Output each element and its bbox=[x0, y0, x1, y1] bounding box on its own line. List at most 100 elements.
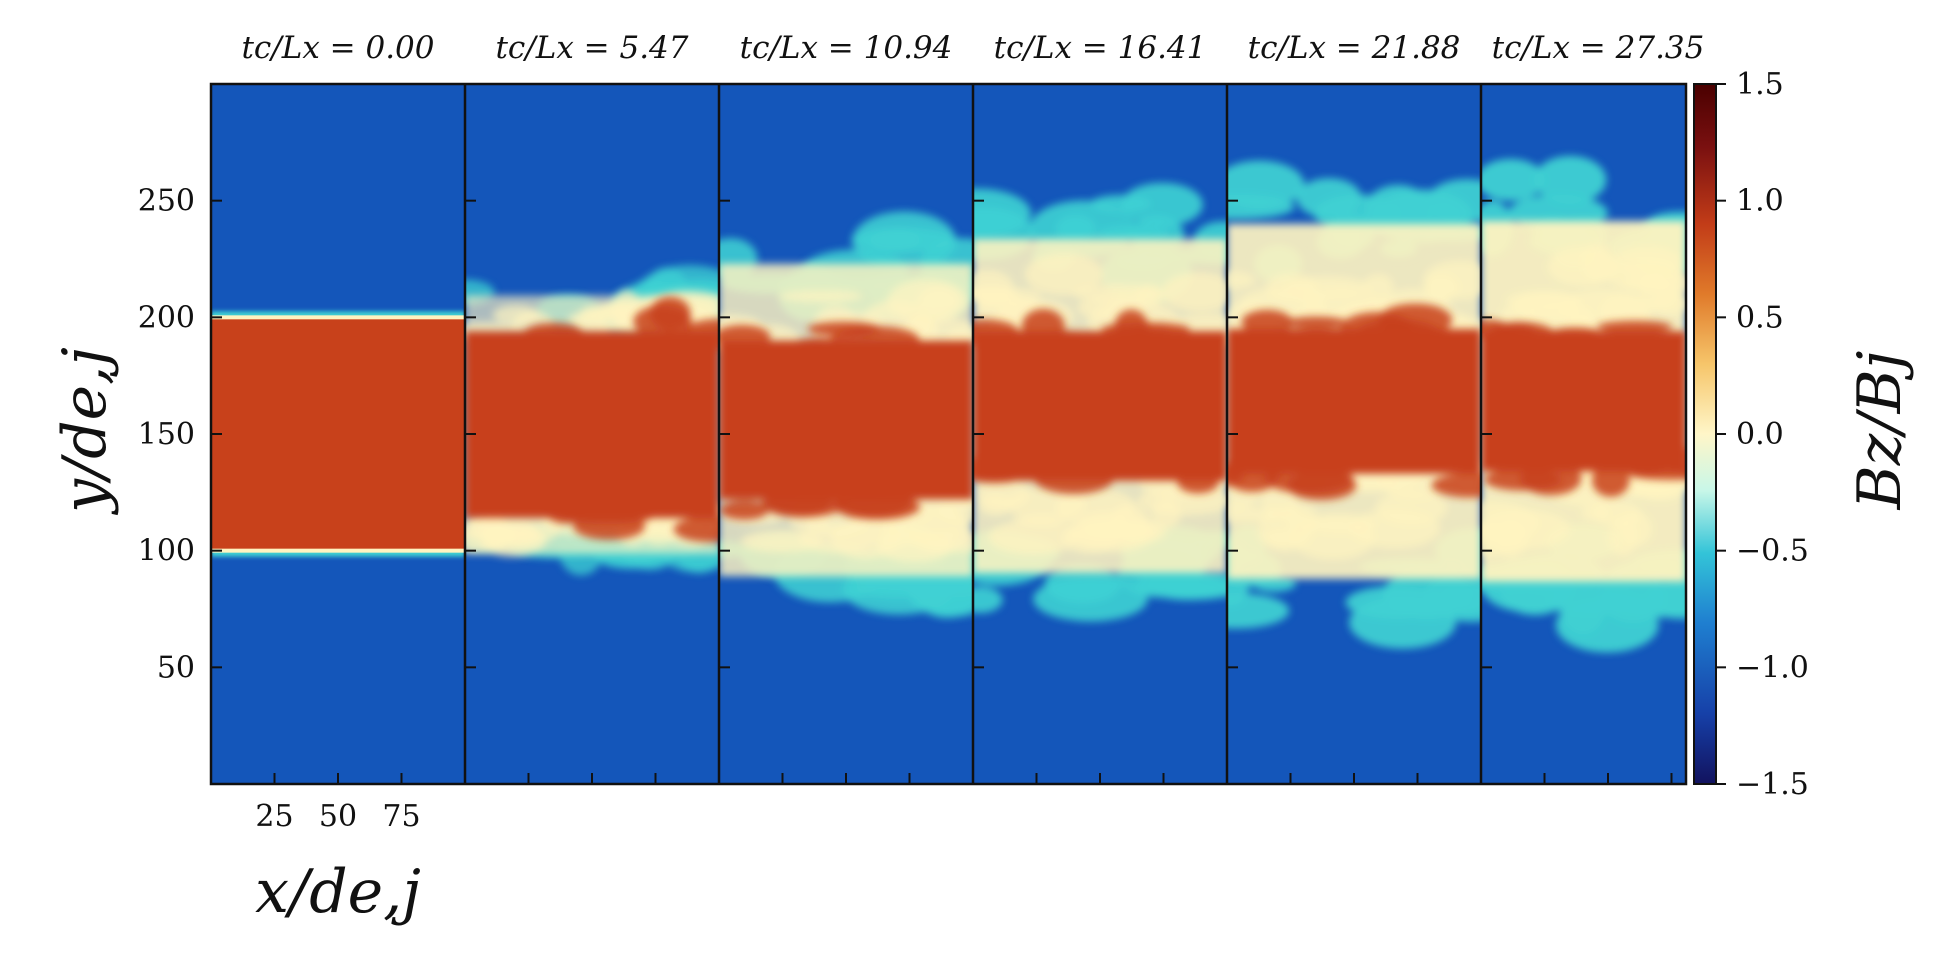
y-tick-label: 250 bbox=[138, 184, 195, 219]
heatmap-panel-0 bbox=[211, 84, 465, 784]
heatmap-panel-2 bbox=[719, 84, 973, 784]
jet-core bbox=[973, 331, 1227, 481]
mixing-blob bbox=[1161, 272, 1227, 312]
turbulent-eddy bbox=[1227, 194, 1295, 220]
core-filament bbox=[1177, 471, 1219, 494]
core-filament bbox=[1254, 331, 1337, 354]
core-filament bbox=[807, 321, 881, 337]
mixing-blob bbox=[1580, 504, 1610, 522]
core-filament bbox=[1431, 473, 1481, 498]
mixing-blob bbox=[1134, 284, 1163, 307]
mixing-blob bbox=[1257, 507, 1314, 552]
panel-title: tc/Lx = 16.41 bbox=[994, 30, 1207, 66]
mixing-blob bbox=[1547, 247, 1619, 287]
heatmap-panels bbox=[211, 84, 1686, 784]
mixing-blob bbox=[1067, 510, 1158, 552]
panel-title: tc/Lx = 27.35 bbox=[1492, 30, 1705, 66]
panel-title: tc/Lx = 0.00 bbox=[241, 30, 434, 66]
mixing-blob bbox=[1227, 271, 1255, 289]
jet-core-region bbox=[465, 296, 719, 543]
heatmap-panel-1 bbox=[465, 84, 719, 784]
panel-title: tc/Lx = 5.47 bbox=[495, 30, 688, 66]
colorbar-tick-label: −0.5 bbox=[1736, 534, 1809, 569]
axis-ticks: tc/Lx = 0.00 tc/Lx = 5.47 tc/Lx = 10.94 tc/… bbox=[138, 30, 1705, 834]
heatmap-panel-3 bbox=[973, 84, 1227, 784]
jet-core bbox=[465, 331, 719, 518]
core-filament bbox=[573, 512, 646, 540]
core-filament bbox=[484, 333, 533, 361]
core-filament bbox=[1596, 320, 1673, 333]
turbulent-eddy bbox=[1121, 182, 1203, 227]
turbulent-eddy bbox=[973, 188, 1032, 239]
mixing-blob bbox=[740, 530, 824, 553]
colorbar-tick-label: 1.0 bbox=[1736, 184, 1784, 219]
heatmap-panel-4 bbox=[1227, 84, 1481, 784]
mixing-blob bbox=[973, 269, 1014, 305]
core-filament bbox=[1544, 327, 1606, 347]
turbulent-eddy bbox=[1426, 179, 1481, 223]
core-filament bbox=[1307, 453, 1380, 467]
panel-title: tc/Lx = 10.94 bbox=[740, 30, 953, 66]
colorbar: 1.5 1.0 0.5 0.0 −0.5 −1.0 −1.5 bbox=[1693, 67, 1809, 802]
mixing-blob bbox=[1363, 274, 1394, 300]
core-filament bbox=[761, 489, 846, 518]
core-filament bbox=[720, 341, 779, 359]
mixing-blob bbox=[1150, 498, 1182, 529]
turbulent-eddy bbox=[1055, 214, 1096, 244]
core-filament bbox=[841, 343, 887, 359]
x-tick-label: 25 bbox=[255, 799, 293, 834]
jet-core-region bbox=[1227, 303, 1481, 500]
mixing-blob bbox=[988, 519, 1080, 555]
core-filament bbox=[1055, 462, 1089, 481]
turbulent-eddy bbox=[1599, 572, 1667, 624]
panel-title: tc/Lx = 21.88 bbox=[1248, 30, 1461, 66]
mixing-blob bbox=[1481, 500, 1539, 545]
colorbar-tick-label: 1.5 bbox=[1736, 67, 1784, 102]
mixing-blob bbox=[780, 289, 863, 303]
core-filament bbox=[681, 318, 719, 350]
core-filament bbox=[720, 500, 769, 520]
colorbar-tick-label: −1.0 bbox=[1736, 650, 1809, 685]
mixing-blob bbox=[598, 301, 640, 318]
jet-core-region bbox=[1481, 319, 1686, 497]
mixing-blob bbox=[978, 494, 1013, 516]
colorbar-tick-label: −1.5 bbox=[1736, 767, 1809, 802]
colorbar-gradient bbox=[1693, 83, 1717, 785]
colorbar-title: Bz/Bj bbox=[1845, 351, 1915, 511]
turbulent-eddy bbox=[1227, 593, 1290, 629]
colorbar-tick-label: 0.0 bbox=[1736, 417, 1784, 452]
core-filament bbox=[973, 319, 1020, 347]
core-filament bbox=[789, 338, 846, 354]
core-filament bbox=[1591, 463, 1630, 497]
y-tick-label: 50 bbox=[157, 650, 195, 685]
jet-core bbox=[211, 319, 465, 549]
mixing-blob bbox=[917, 285, 960, 316]
core-filament bbox=[1285, 316, 1348, 329]
core-filament bbox=[1264, 464, 1353, 494]
core-filament bbox=[1491, 322, 1540, 358]
heatmap-panel-5 bbox=[1481, 84, 1686, 784]
y-axis-title: y/de,j bbox=[50, 347, 120, 516]
mixing-blob bbox=[492, 305, 541, 325]
colorbar-ticks: 1.5 1.0 0.5 0.0 −0.5 −1.0 −1.5 bbox=[1716, 67, 1809, 802]
jet-core-region bbox=[719, 321, 973, 520]
mixing-blob bbox=[873, 527, 922, 548]
core-filament bbox=[1227, 457, 1281, 493]
turbulent-eddy bbox=[1481, 158, 1545, 202]
core-filament bbox=[1378, 303, 1453, 337]
core-filament bbox=[546, 485, 594, 520]
core-filament bbox=[522, 322, 585, 347]
mixing-blob bbox=[1499, 304, 1537, 328]
mixing-blob bbox=[1375, 490, 1448, 526]
turbulent-eddy bbox=[1033, 576, 1148, 622]
y-tick-label: 200 bbox=[138, 300, 195, 335]
turbulent-eddy bbox=[851, 227, 957, 252]
core-filament bbox=[1007, 460, 1062, 481]
mixing-blob bbox=[1608, 516, 1638, 557]
y-tick-label: 100 bbox=[138, 534, 195, 569]
core-filament bbox=[1241, 309, 1293, 335]
jet-core bbox=[719, 340, 973, 500]
y-tick-label: 150 bbox=[138, 417, 195, 452]
x-axis-title: x/de,j bbox=[255, 857, 421, 927]
